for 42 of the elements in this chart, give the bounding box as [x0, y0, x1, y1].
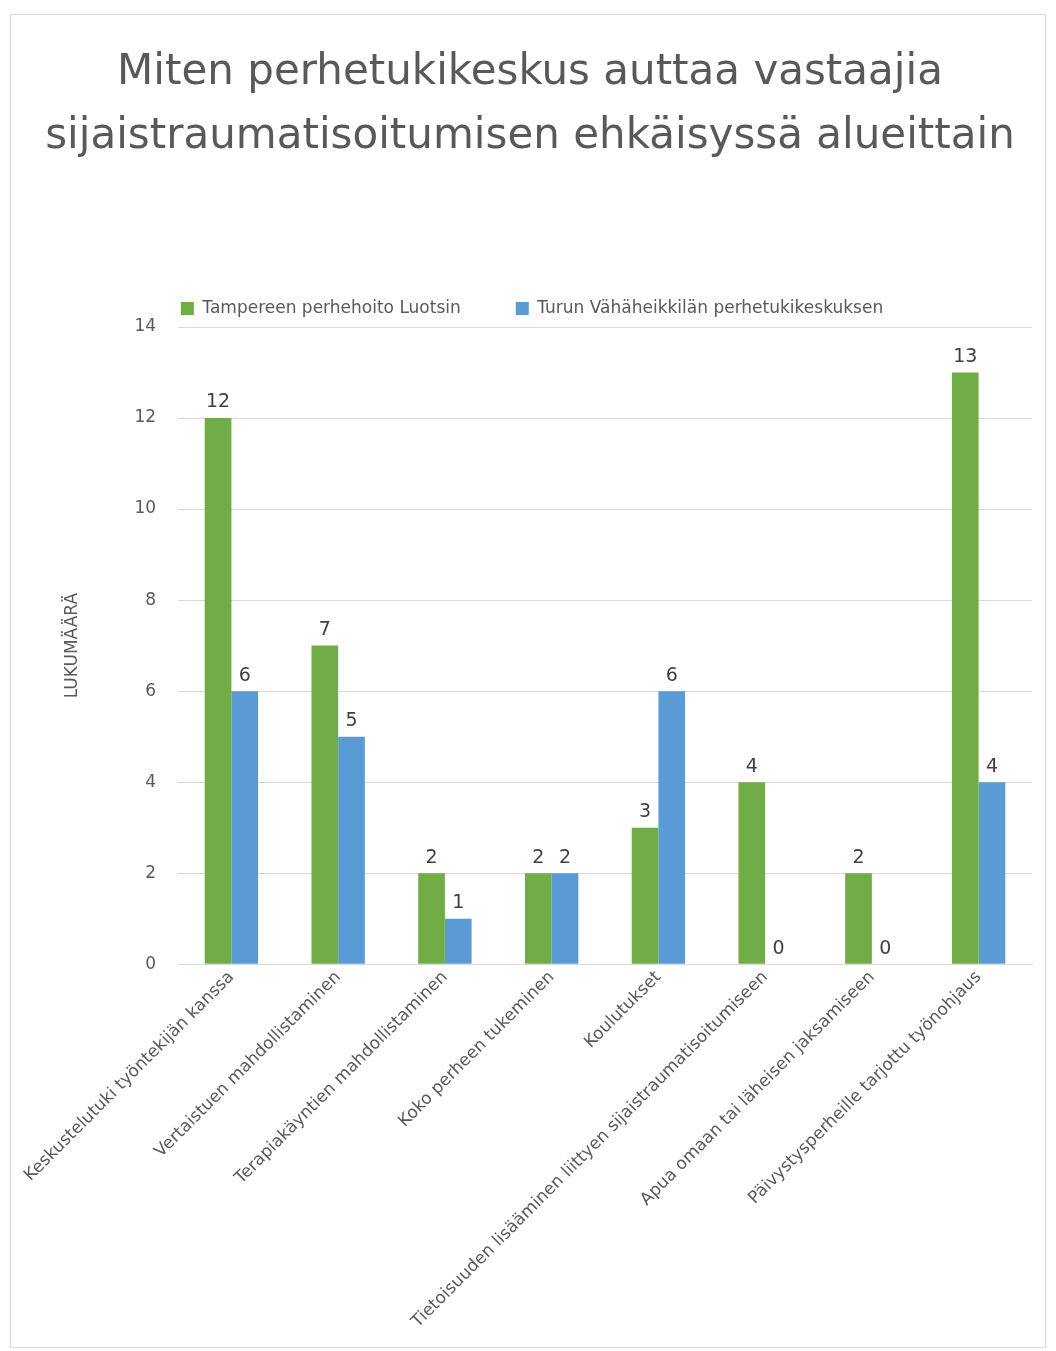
- bar: [551, 873, 579, 964]
- bar: [444, 918, 472, 964]
- bar: [524, 873, 552, 964]
- data-label: 7: [318, 617, 331, 640]
- data-label: 6: [665, 662, 678, 685]
- y-tick-label: 12: [134, 406, 157, 427]
- data-label: 2: [852, 844, 865, 867]
- y-tick-label: 10: [134, 497, 157, 518]
- y-tick-label: 4: [145, 770, 157, 791]
- data-label: 0: [879, 935, 892, 958]
- data-label: 1: [452, 890, 465, 913]
- data-label: 2: [532, 844, 545, 867]
- chart-title: Miten perhetukikeskus auttaa vastaajia sijaistraumatisoitumisen ehkäisyssä alueittain: [44, 44, 1016, 160]
- bar: [738, 782, 766, 964]
- data-label: 3: [639, 799, 652, 822]
- bar: [631, 827, 659, 964]
- data-label: 4: [985, 753, 999, 776]
- bar: [338, 736, 365, 964]
- bar: [231, 691, 259, 964]
- y-tick-label: 14: [134, 315, 157, 336]
- data-label: 5: [345, 708, 358, 731]
- data-label: 4: [745, 753, 758, 776]
- bar: [658, 691, 686, 964]
- y-tick-label: 2: [145, 861, 157, 882]
- y-tick-label: 6: [145, 679, 157, 700]
- data-label: 0: [772, 935, 785, 958]
- data-label: 2: [425, 844, 438, 867]
- bar: [845, 873, 872, 964]
- legend-label: Turun Vähäheikkilän perhetukikeskuksen: [536, 296, 884, 317]
- data-label: 6: [238, 662, 251, 685]
- y-tick-label: 0: [145, 952, 157, 973]
- y-tick-label: 8: [145, 588, 157, 609]
- bar: [951, 372, 979, 964]
- data-label: 2: [558, 844, 572, 867]
- bar: [204, 418, 232, 964]
- legend-label: Tampereen perhehoito Luotsin: [201, 296, 461, 317]
- bar: [418, 873, 445, 964]
- bar: [311, 645, 339, 964]
- data-label: 13: [953, 343, 978, 366]
- y-axis-title: LUKUMÄÄRÄ: [60, 592, 81, 699]
- bar: [978, 782, 1006, 964]
- data-label: 12: [205, 389, 231, 412]
